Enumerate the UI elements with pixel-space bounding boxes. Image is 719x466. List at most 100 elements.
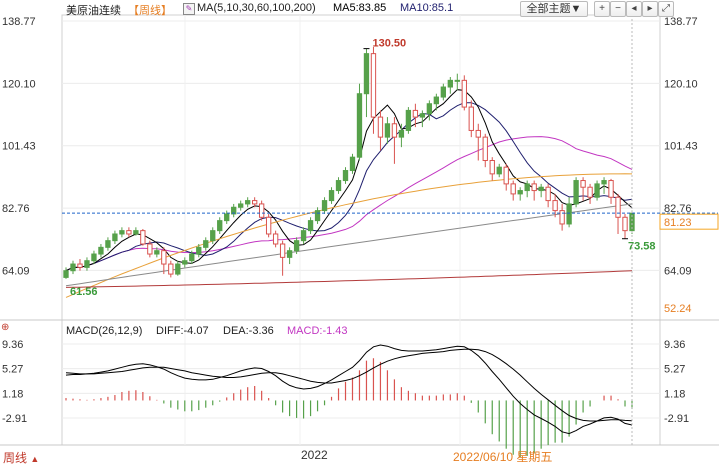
period-switch-button[interactable]: 周线 ▲ xyxy=(3,449,39,466)
ma30-line xyxy=(65,136,633,272)
macd-tick-left: 9.36 xyxy=(2,339,23,351)
macd-tick-right: 5.27 xyxy=(664,364,685,376)
ma10-line xyxy=(65,102,633,272)
ma5-line xyxy=(65,89,633,272)
candle-body xyxy=(580,180,586,188)
candle-body xyxy=(217,220,223,232)
high-annotation: 130.50 xyxy=(372,38,406,50)
low-annotation: 61.56 xyxy=(70,286,98,298)
candle-body xyxy=(517,190,523,195)
candle-body xyxy=(238,203,244,208)
candle-body xyxy=(168,263,174,275)
candle-body xyxy=(293,240,300,252)
price-tick-left: 101.43 xyxy=(2,141,36,153)
price-tick-right: 101.43 xyxy=(664,141,698,153)
candle-body xyxy=(119,230,125,235)
macd-value: MACD:-1.43 xyxy=(287,325,348,337)
fullscreen-icon[interactable]: ⤢ xyxy=(658,1,674,17)
candle-body xyxy=(398,129,405,138)
price-tick-left: 82.76 xyxy=(2,203,30,215)
candle-body xyxy=(531,183,537,192)
candle-body xyxy=(210,230,216,242)
candle-body xyxy=(510,183,516,195)
candle-body xyxy=(231,206,237,215)
crosshair-icon[interactable]: ⊕ xyxy=(1,322,10,333)
crosshair-date-label: 2022/06/10 星期五 xyxy=(453,450,553,464)
candle-body xyxy=(552,200,558,212)
candle-body xyxy=(63,270,69,278)
macd-diff-value: DIFF:-4.07 xyxy=(156,325,209,337)
candle-body xyxy=(203,240,209,248)
candle-body xyxy=(363,53,370,95)
instrument-title: 美原油连续 xyxy=(66,5,121,17)
ma5-value: MA5:83.85 xyxy=(333,2,387,14)
scroll-left-icon[interactable]: ◂ xyxy=(626,1,642,17)
candle-body xyxy=(391,123,398,138)
candle-body xyxy=(154,250,160,255)
ma200-line xyxy=(65,270,633,288)
candle-body xyxy=(112,233,118,242)
candle-body xyxy=(412,109,419,118)
macd-tick-left: -2.91 xyxy=(2,413,27,425)
price-tick-left: 64.09 xyxy=(2,265,30,277)
macd-dea-value: DEA:-3.36 xyxy=(223,325,274,337)
last-price-box xyxy=(659,213,719,230)
macd-dif-line xyxy=(65,344,633,435)
candle-body xyxy=(601,180,607,185)
candle-body xyxy=(524,183,530,192)
candle-body xyxy=(496,166,502,175)
candle-body xyxy=(286,250,293,258)
candle-body xyxy=(594,183,600,198)
scroll-right-icon[interactable]: ▸ xyxy=(642,1,658,17)
candle-body xyxy=(405,109,412,131)
candle-body xyxy=(608,180,614,198)
ma10-value: MA10:85.1 xyxy=(400,2,454,14)
ma100-line xyxy=(65,203,633,287)
candle-body xyxy=(615,196,621,218)
candle-body xyxy=(98,246,104,255)
candle-body xyxy=(175,263,181,275)
candle-body xyxy=(489,160,495,175)
macd-tick-left: 5.27 xyxy=(2,364,23,376)
macd-params-label: MACD(26,12,9) xyxy=(66,325,143,337)
macd-dea-line xyxy=(65,348,633,422)
candle-body xyxy=(300,230,307,242)
candle-body xyxy=(356,93,363,158)
candle-body xyxy=(349,156,356,172)
candle-body xyxy=(328,190,335,202)
macd-tick-right: -2.91 xyxy=(664,413,689,425)
candle-body xyxy=(538,186,544,192)
candle-body xyxy=(272,233,279,245)
candle-body xyxy=(468,106,474,131)
candle-body xyxy=(265,216,272,235)
ma-settings-icon[interactable]: ✎ xyxy=(183,3,195,15)
candle-body xyxy=(440,86,446,98)
candle-body xyxy=(161,250,167,265)
candle-body xyxy=(224,213,230,222)
candle-body xyxy=(566,203,572,225)
price-tick-right: 82.76 xyxy=(664,203,692,215)
plot-frame xyxy=(61,14,661,446)
candle-body xyxy=(482,136,488,162)
theme-select-button[interactable]: 全部主题▼ xyxy=(520,1,588,17)
candle-body xyxy=(433,96,440,105)
x-axis-year-label: 2022 xyxy=(301,448,328,462)
candle-body xyxy=(105,240,111,248)
macd-tick-right: 1.18 xyxy=(664,388,685,400)
candle-body xyxy=(475,129,481,138)
candle-body xyxy=(314,210,321,222)
candle-body xyxy=(622,216,628,232)
candle-body xyxy=(545,186,551,202)
candle-body xyxy=(189,253,195,262)
ma60-line xyxy=(65,173,633,298)
candle-body xyxy=(307,220,314,232)
candle-body xyxy=(133,230,139,235)
zoom-out-icon[interactable]: − xyxy=(610,1,626,17)
candle-body xyxy=(447,79,453,88)
candle-body xyxy=(503,166,509,185)
candle-body xyxy=(77,263,83,268)
candle-body xyxy=(182,260,188,265)
period-switch-chevron-icon: ▲ xyxy=(30,454,40,464)
zoom-in-icon[interactable]: + xyxy=(594,1,610,17)
